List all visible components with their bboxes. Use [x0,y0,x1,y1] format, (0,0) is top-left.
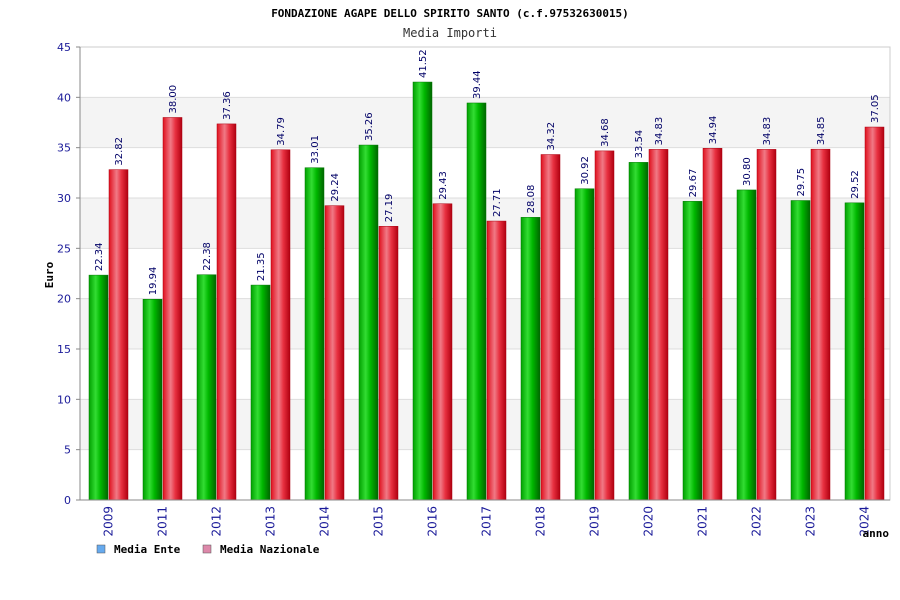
x-tick-label: 2020 [642,506,656,537]
y-tick-label: 10 [57,393,71,406]
x-tick-label: 2021 [696,506,710,537]
data-label: 34.83 [654,117,665,146]
bar-media-nazionale [702,148,723,501]
bar-media-nazionale [162,117,183,501]
x-tick-label: 2009 [102,506,116,537]
chart-title: FONDAZIONE AGAPE DELLO SPIRITO SANTO (c.… [271,7,629,20]
x-tick-label: 2022 [750,506,764,537]
bar-media-nazionale [756,149,777,501]
bar-media-nazionale [270,149,291,501]
bar-media-ente [790,200,811,501]
data-label: 41.52 [418,49,429,78]
y-tick-label: 5 [64,444,71,457]
bar-media-ente [142,299,163,501]
chart-subtitle: Media Importi [403,26,497,40]
data-label: 22.38 [202,242,213,271]
data-label: 28.08 [526,185,537,214]
x-tick-label: 2016 [426,506,440,537]
bar-media-nazionale [864,126,885,501]
data-label: 29.52 [850,170,861,199]
legend-label: Media Ente [114,543,181,556]
y-axis: 0 5 10 15 20 25 30 35 40 45 [57,41,81,507]
data-label: 29.75 [796,168,807,197]
bar-media-ente [736,189,757,501]
data-label: 21.35 [256,252,267,281]
x-tick-label: 2023 [804,506,818,537]
bar-media-nazionale [540,154,561,501]
legend-swatch [202,544,212,554]
y-tick-label: 45 [57,41,71,54]
x-tick-label: 2011 [156,506,170,537]
x-tick-label: 2012 [210,506,224,537]
data-label: 30.92 [580,156,591,185]
data-label: 33.54 [634,130,645,159]
bar-media-ente [520,217,541,501]
bar-media-nazionale [810,148,831,501]
legend-swatch [96,544,106,554]
bar-media-ente [358,144,379,501]
data-label: 29.43 [438,171,449,200]
x-tick-label: 2019 [588,506,602,537]
bar-media-ente [250,284,271,501]
bar-media-ente [844,202,865,501]
x-axis: 2009 2011 2012 2013 2014 2015 2016 2017 2018 2019… [80,499,890,537]
bar-media-ente [412,81,433,501]
data-label: 34.85 [816,117,827,146]
y-tick-label: 40 [57,91,71,104]
bar-media-ente [682,201,703,501]
data-label: 34.79 [276,117,287,146]
data-label: 34.68 [600,118,611,147]
bar-media-ente [304,167,325,501]
y-tick-label: 30 [57,192,71,205]
x-tick-label: 2024 [858,506,872,537]
bar-media-nazionale [486,220,507,501]
bar-media-nazionale [216,123,237,501]
legend-label: Media Nazionale [220,543,320,556]
x-tick-label: 2018 [534,506,548,537]
bar-media-ente [628,162,649,501]
bar-media-nazionale [324,205,345,501]
data-label: 35.26 [364,112,375,141]
bars: 22.34 32.82 19.94 38.00 22.38 37.36 21.35 34.79… [88,49,885,501]
data-label: 34.94 [708,116,719,145]
x-tick-label: 2015 [372,506,386,537]
data-label: 37.36 [222,91,233,120]
data-label: 34.32 [546,122,557,151]
x-tick-label: 2013 [264,506,278,537]
bar-media-nazionale [594,150,615,501]
data-label: 32.82 [114,137,125,166]
bar-media-nazionale [432,203,453,501]
y-tick-label: 0 [64,494,71,507]
data-label: 39.44 [472,70,483,99]
x-axis-label: anno [863,527,890,540]
data-label: 33.01 [310,135,321,164]
bar-media-nazionale [648,149,669,501]
x-tick-label: 2017 [480,506,494,537]
data-label: 29.67 [688,169,699,198]
y-axis-label: Euro [43,261,56,288]
data-label: 29.24 [330,173,341,202]
bar-media-nazionale [108,169,129,501]
data-label: 38.00 [168,85,179,114]
y-tick-label: 35 [57,142,71,155]
bar-media-ente [196,274,217,501]
data-label: 27.71 [492,188,503,217]
data-label: 27.19 [384,194,395,223]
bar-media-ente [574,188,595,501]
data-label: 19.94 [148,267,159,296]
y-tick-label: 20 [57,293,71,306]
legend: Media Ente Media Nazionale [96,543,320,556]
x-tick-label: 2014 [318,506,332,537]
bar-media-nazionale [378,226,399,501]
bar-media-ente [466,102,487,501]
bar-media-ente [88,274,109,501]
data-label: 37.05 [870,94,881,123]
data-label: 22.34 [94,242,105,271]
data-label: 34.83 [762,117,773,146]
y-tick-label: 15 [57,343,71,356]
data-label: 30.80 [742,157,753,186]
y-tick-label: 25 [57,242,71,255]
